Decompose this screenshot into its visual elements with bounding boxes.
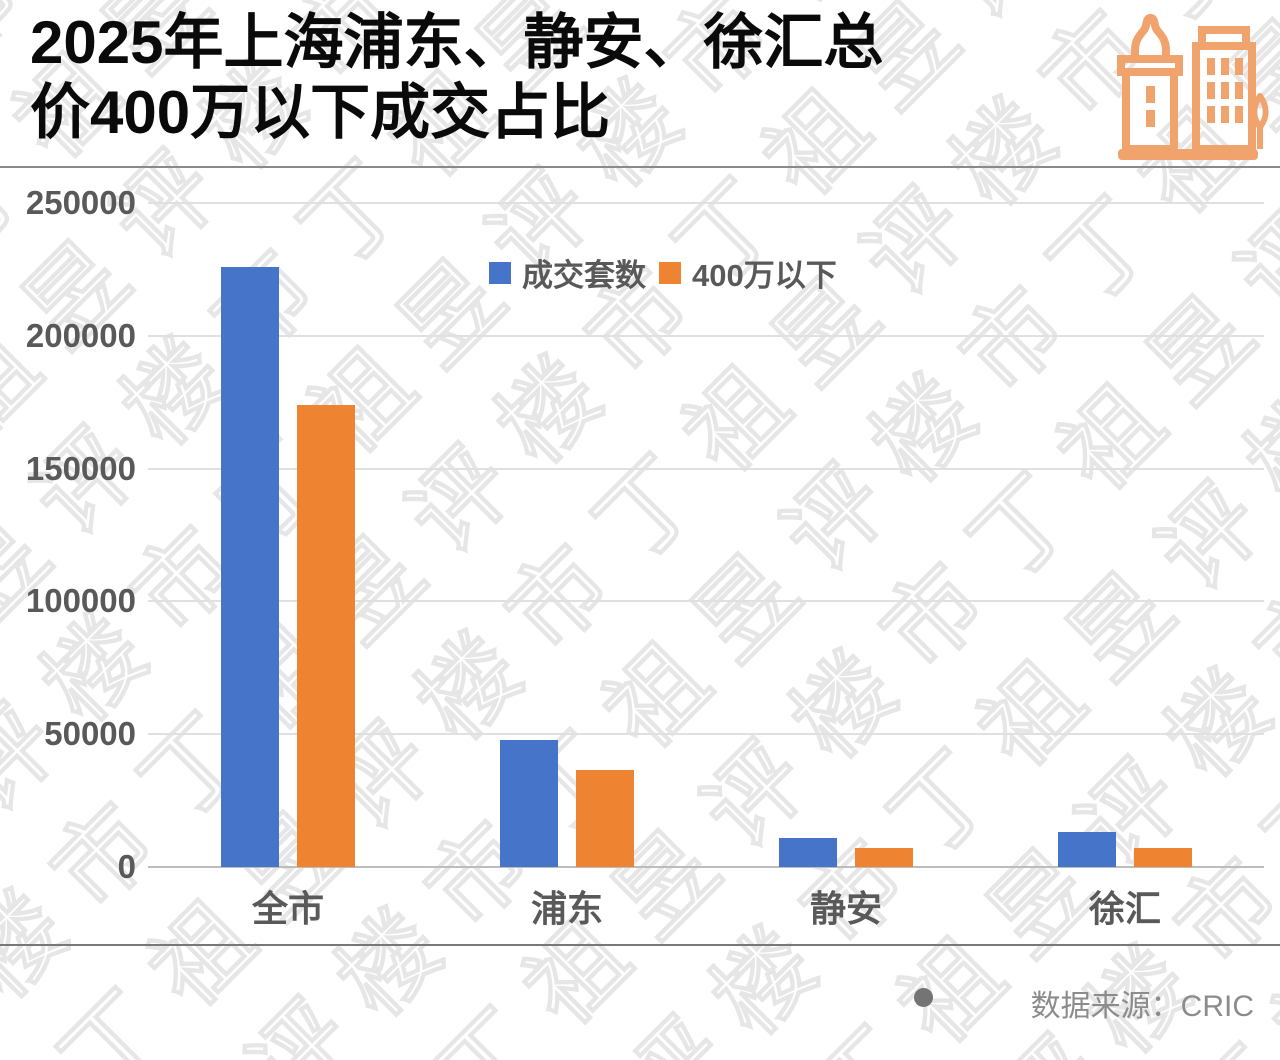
legend-label-series-0: 成交套数 (522, 258, 646, 293)
page-title-line-2: 价400万以下成交占比 (30, 79, 611, 146)
legend-label-series-1: 400万以下 (692, 258, 837, 293)
bar-series-1-cat-1 (576, 770, 634, 867)
bar-series-0-cat-0 (221, 267, 279, 867)
bar-series-1-cat-3 (1134, 848, 1192, 867)
y-axis-tick-label: 200000 (25, 316, 136, 354)
page-title: 2025年上海浦东、静安、徐汇总 价400万以下成交占比 (30, 8, 1110, 148)
title-divider (0, 166, 1280, 168)
legend-swatch-blue (489, 261, 511, 284)
gridline (148, 334, 1264, 337)
y-axis-tick-label: 250000 (25, 184, 136, 221)
bar-series-0-cat-1 (500, 740, 558, 867)
x-axis-label-1: 浦东 (530, 888, 603, 929)
footer-divider (0, 944, 1280, 946)
y-axis-tick-label: 100000 (25, 582, 136, 620)
city-buildings-icon (1114, 10, 1270, 166)
chart-legend: 成交套数 400万以下 (489, 250, 837, 295)
bar-series-1-cat-0 (297, 405, 355, 867)
legend-swatch-orange (659, 261, 681, 284)
y-axis-tick-label: 0 (117, 848, 136, 885)
y-axis-tick-label: 150000 (25, 449, 136, 487)
gridline (148, 600, 1264, 603)
gridline (148, 733, 1264, 736)
bar-series-0-cat-3 (1058, 832, 1116, 867)
x-axis-label-3: 徐汇 (1088, 888, 1161, 929)
x-axis-line (148, 866, 1264, 868)
legend-item-series-0: 成交套数 (489, 250, 646, 295)
data-source-label: 数据来源：CRIC (1030, 990, 1254, 1023)
y-axis-tick-label: 50000 (44, 715, 136, 753)
x-axis-label-2: 静安 (809, 888, 882, 929)
gridline (148, 467, 1264, 470)
page-title-line-1: 2025年上海浦东、静安、徐汇总 (30, 9, 884, 76)
bar-series-1-cat-2 (855, 848, 913, 867)
bar-series-0-cat-2 (779, 838, 837, 867)
x-axis-label-0: 全市 (251, 888, 324, 929)
legend-item-series-1: 400万以下 (659, 250, 837, 295)
gridline (148, 202, 1264, 204)
dot-icon (914, 988, 933, 1007)
